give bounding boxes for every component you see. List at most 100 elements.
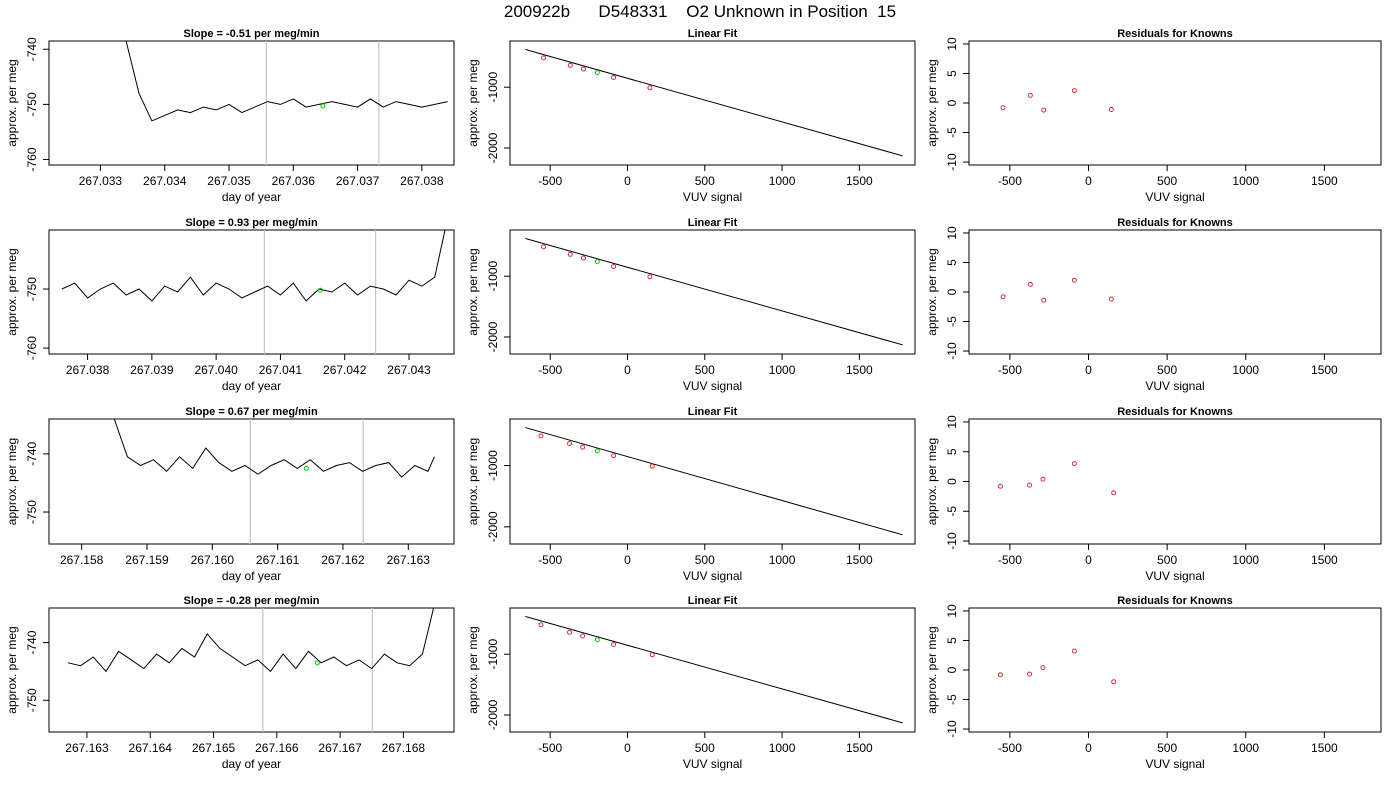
plot-frame (968, 607, 1382, 733)
x-tick-label: 267.040 (194, 363, 238, 377)
x-tick-label: 267.041 (259, 363, 303, 377)
x-tick-label: 267.042 (323, 363, 367, 377)
x-axis-label: day of year (222, 569, 281, 583)
x-tick-label: 500 (695, 363, 715, 377)
y-tick-label: -2000 (486, 511, 500, 542)
known-point (1027, 281, 1033, 287)
x-tick-label: 267.159 (125, 553, 169, 567)
y-tick-label: 10 (945, 415, 959, 429)
y-tick-label: -1000 (486, 261, 500, 292)
unknown-point (594, 448, 600, 454)
panel-2: Residuals for Knowns -500 0 500 1000 1500 -10 -… (925, 28, 1382, 204)
known-point (1071, 88, 1077, 94)
unknown-marker (303, 465, 309, 471)
y-axis-label: approx. per meg (925, 248, 939, 335)
known-point (567, 62, 573, 68)
x-tick-label: 0 (624, 174, 631, 188)
known-point (1111, 490, 1117, 496)
x-tick-label: -500 (538, 363, 562, 377)
plot-frame (48, 229, 455, 355)
panel-7: Linear Fit -500 0 500 1000 1500 -2000 -1000 VUV … (466, 406, 916, 583)
plot-area (525, 616, 903, 724)
plot-area (1000, 88, 1114, 113)
panel-title: Linear Fit (688, 595, 738, 607)
known-point (580, 633, 586, 639)
panel-10: Linear Fit -500 0 500 1000 1500 -2000 -1000 VUV … (466, 595, 916, 771)
series-line (67, 608, 435, 673)
fit-line (525, 49, 903, 157)
y-tick-label: -5 (945, 694, 959, 705)
plot-area (113, 419, 435, 544)
y-axis-label: approx. per meg (925, 438, 939, 525)
plot-area (525, 49, 903, 157)
x-tick-label: 0 (1085, 553, 1092, 567)
y-axis-label: approx. per meg (466, 59, 480, 146)
figure-title: 200922b D548331 O2 Unknown in Position 1… (503, 2, 897, 21)
fit-line (525, 238, 903, 346)
x-tick-label: 267.165 (192, 741, 236, 755)
known-point (567, 251, 573, 257)
x-tick-label: 1000 (1232, 553, 1259, 567)
x-tick-label: 1000 (769, 363, 796, 377)
known-point (611, 74, 617, 80)
known-point (1108, 296, 1114, 302)
y-tick-label: -750 (25, 500, 39, 524)
panel-title: Linear Fit (688, 217, 738, 229)
y-axis-label: approx. per meg (925, 59, 939, 146)
panel-5: Residuals for Knowns -500 0 500 1000 1500 -10 -… (925, 217, 1382, 393)
y-tick-label: 5 (945, 448, 959, 455)
x-tick-label: 267.043 (387, 363, 431, 377)
y-tick-label: -1000 (486, 639, 500, 670)
x-tick-label: 1000 (769, 174, 796, 188)
x-tick-label: 1000 (1232, 174, 1259, 188)
x-tick-label: 1000 (1232, 363, 1259, 377)
x-tick-label: 0 (624, 363, 631, 377)
x-tick-label: 267.167 (318, 741, 362, 755)
plot-frame (968, 418, 1382, 545)
panel-title: Residuals for Knowns (1117, 217, 1233, 229)
panel-title: Linear Fit (688, 406, 738, 418)
series-line (113, 419, 435, 478)
x-tick-label: 500 (1157, 363, 1177, 377)
x-tick-label: 267.163 (387, 553, 431, 567)
x-tick-label: -500 (998, 174, 1022, 188)
panel-1: Linear Fit -500 0 500 1000 1500 -2000 -1000 VUV … (466, 28, 916, 204)
y-tick-label: -740 (25, 442, 39, 466)
x-tick-label: -500 (538, 741, 562, 755)
x-tick-label: 500 (695, 174, 715, 188)
y-axis-label: approx. per meg (466, 438, 480, 525)
x-tick-label: 267.038 (400, 174, 444, 188)
y-axis-label: approx. per meg (5, 438, 19, 525)
known-point (580, 255, 586, 261)
x-tick-label: 267.035 (207, 174, 251, 188)
plot-area (67, 608, 435, 732)
x-tick-label: 267.160 (191, 553, 235, 567)
known-point (1111, 679, 1117, 685)
x-axis-label: VUV signal (683, 379, 742, 393)
known-point (1027, 92, 1033, 98)
y-axis-label: approx. per meg (466, 626, 480, 713)
y-axis-label: approx. per meg (5, 626, 19, 713)
x-axis-label: day of year (222, 190, 281, 204)
y-tick-label: -5 (945, 316, 959, 327)
panel-title: Slope = 0.67 per meg/min (185, 406, 318, 418)
known-point (611, 641, 617, 647)
plot-frame (48, 607, 455, 733)
known-point (649, 652, 655, 658)
y-tick-label: 5 (945, 259, 959, 266)
y-tick-label: -5 (945, 506, 959, 517)
x-axis-label: VUV signal (1145, 569, 1204, 583)
panel-0: Slope = -0.51 per meg/min 267.033 267.034 2… (5, 28, 455, 204)
x-axis-label: VUV signal (1145, 757, 1204, 771)
x-tick-label: 500 (695, 741, 715, 755)
x-axis-label: VUV signal (683, 757, 742, 771)
plot-area (125, 41, 448, 165)
panel-4: Linear Fit -500 0 500 1000 1500 -2000 -1000 VUV … (466, 217, 916, 393)
plot-area (525, 427, 903, 536)
series-line (61, 230, 446, 302)
y-tick-label: 10 (945, 37, 959, 51)
plot-frame (48, 418, 455, 545)
panel-3: Slope = 0.93 per meg/min 267.038 267.039 26… (5, 217, 455, 393)
panel-8: Residuals for Knowns -500 0 500 1000 1500 -10 -… (925, 406, 1382, 583)
